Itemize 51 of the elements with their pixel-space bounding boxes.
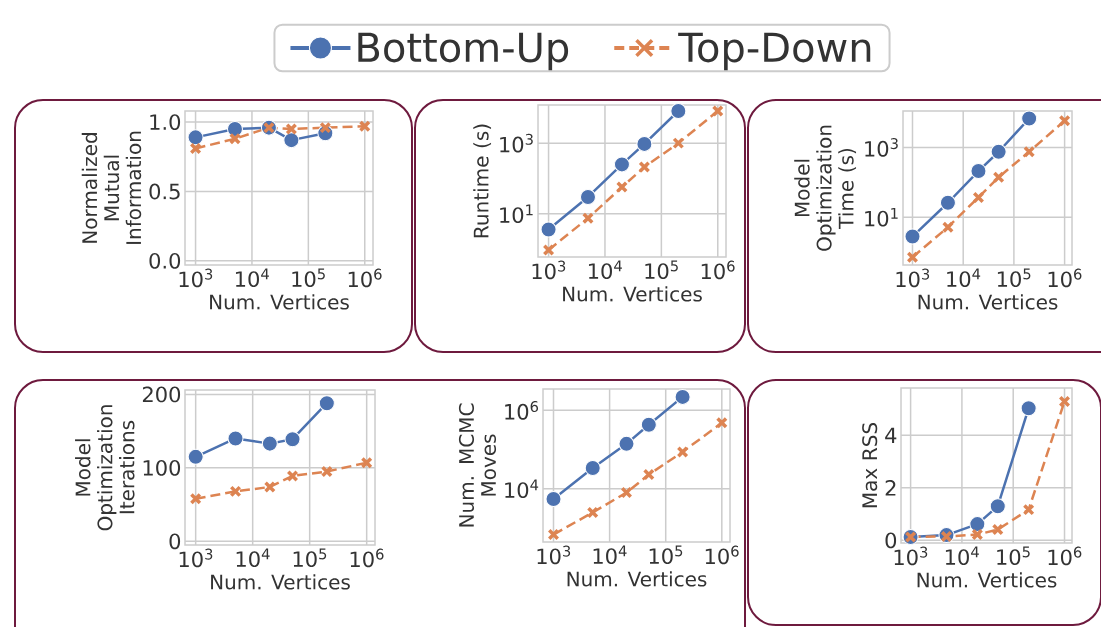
x-tick-label: 10$^{6}$ — [705, 545, 739, 565]
y-axis-title: Normalized Mutual Information — [81, 131, 142, 244]
x-axis-title: Num. Vertices — [918, 294, 1058, 310]
x-tick-label: 10$^{5}$ — [292, 268, 325, 288]
x-axis-title: Num. Vertices — [567, 571, 707, 587]
x-tick-label: 10$^{4}$ — [236, 548, 270, 568]
x-axis-title: Num. Vertices — [210, 294, 349, 310]
x-tick-label: 10$^{6}$ — [350, 548, 384, 568]
y-tick-label: 10$^{3}$ — [500, 133, 533, 153]
y-tick-label: 0 — [885, 532, 897, 549]
x-tick-label: 10$^{4}$ — [235, 268, 269, 288]
x-tick-label: 10$^{4}$ — [588, 260, 622, 280]
y-tick-label: 10$^{6}$ — [505, 400, 539, 420]
x-tick-label: 10$^{3}$ — [532, 260, 566, 280]
x-tick-label: 10$^{6}$ — [348, 268, 382, 288]
x-axis-title: Num. Vertices — [917, 572, 1057, 588]
y-axis-title: Runtime (s) — [473, 124, 492, 238]
y-tick-label: 0.0 — [149, 252, 181, 269]
y-tick-label: 0.5 — [149, 183, 180, 200]
x-tick-label: 10$^{3}$ — [537, 545, 571, 565]
y-tick-label: 10$^{3}$ — [865, 138, 898, 157]
x-tick-label: 10$^{4}$ — [593, 545, 627, 565]
y-tick-label: 10$^{1}$ — [500, 204, 533, 224]
x-tick-label: 10$^{5}$ — [997, 546, 1030, 566]
y-axis-title: Model Optimization Time (s) — [794, 125, 857, 251]
x-tick-label: 10$^{5}$ — [293, 548, 327, 568]
x-tick-label: 10$^{5}$ — [997, 268, 1031, 288]
x-axis-title: Num. Vertices — [211, 574, 350, 590]
x-tick-label: 10$^{4}$ — [945, 546, 979, 566]
x-axis-title: Num. Vertices — [563, 286, 702, 302]
y-tick-label: 2 — [885, 480, 896, 496]
x-tick-label: 10$^{6}$ — [1048, 268, 1082, 288]
y-tick-label: 10$^{1}$ — [865, 207, 898, 227]
y-axis-title: Model Optimization Iterations — [75, 405, 135, 531]
y-tick-label: 200 — [142, 386, 181, 403]
x-tick-label: 10$^{4}$ — [947, 268, 981, 288]
legend-label: Top-Down — [678, 32, 871, 71]
y-tick-label: 0 — [169, 533, 181, 550]
x-tick-label: 10$^{6}$ — [1048, 546, 1082, 566]
y-tick-label: 4 — [885, 427, 897, 443]
x-tick-label: 10$^{5}$ — [649, 545, 683, 565]
y-tick-label: 100 — [143, 459, 181, 476]
y-axis-title: Num. MCMC Moves — [458, 403, 497, 527]
legend-label: Bottom-Up — [358, 32, 569, 71]
y-tick-label: 10$^{4}$ — [505, 479, 539, 499]
y-tick-label: 1.0 — [150, 114, 181, 131]
x-tick-label: 10$^{3}$ — [179, 548, 213, 568]
x-tick-label: 10$^{5}$ — [645, 260, 678, 280]
x-tick-label: 10$^{6}$ — [701, 260, 735, 280]
y-axis-title: Max RSS — [862, 422, 878, 508]
x-tick-label: 10$^{3}$ — [179, 268, 213, 288]
